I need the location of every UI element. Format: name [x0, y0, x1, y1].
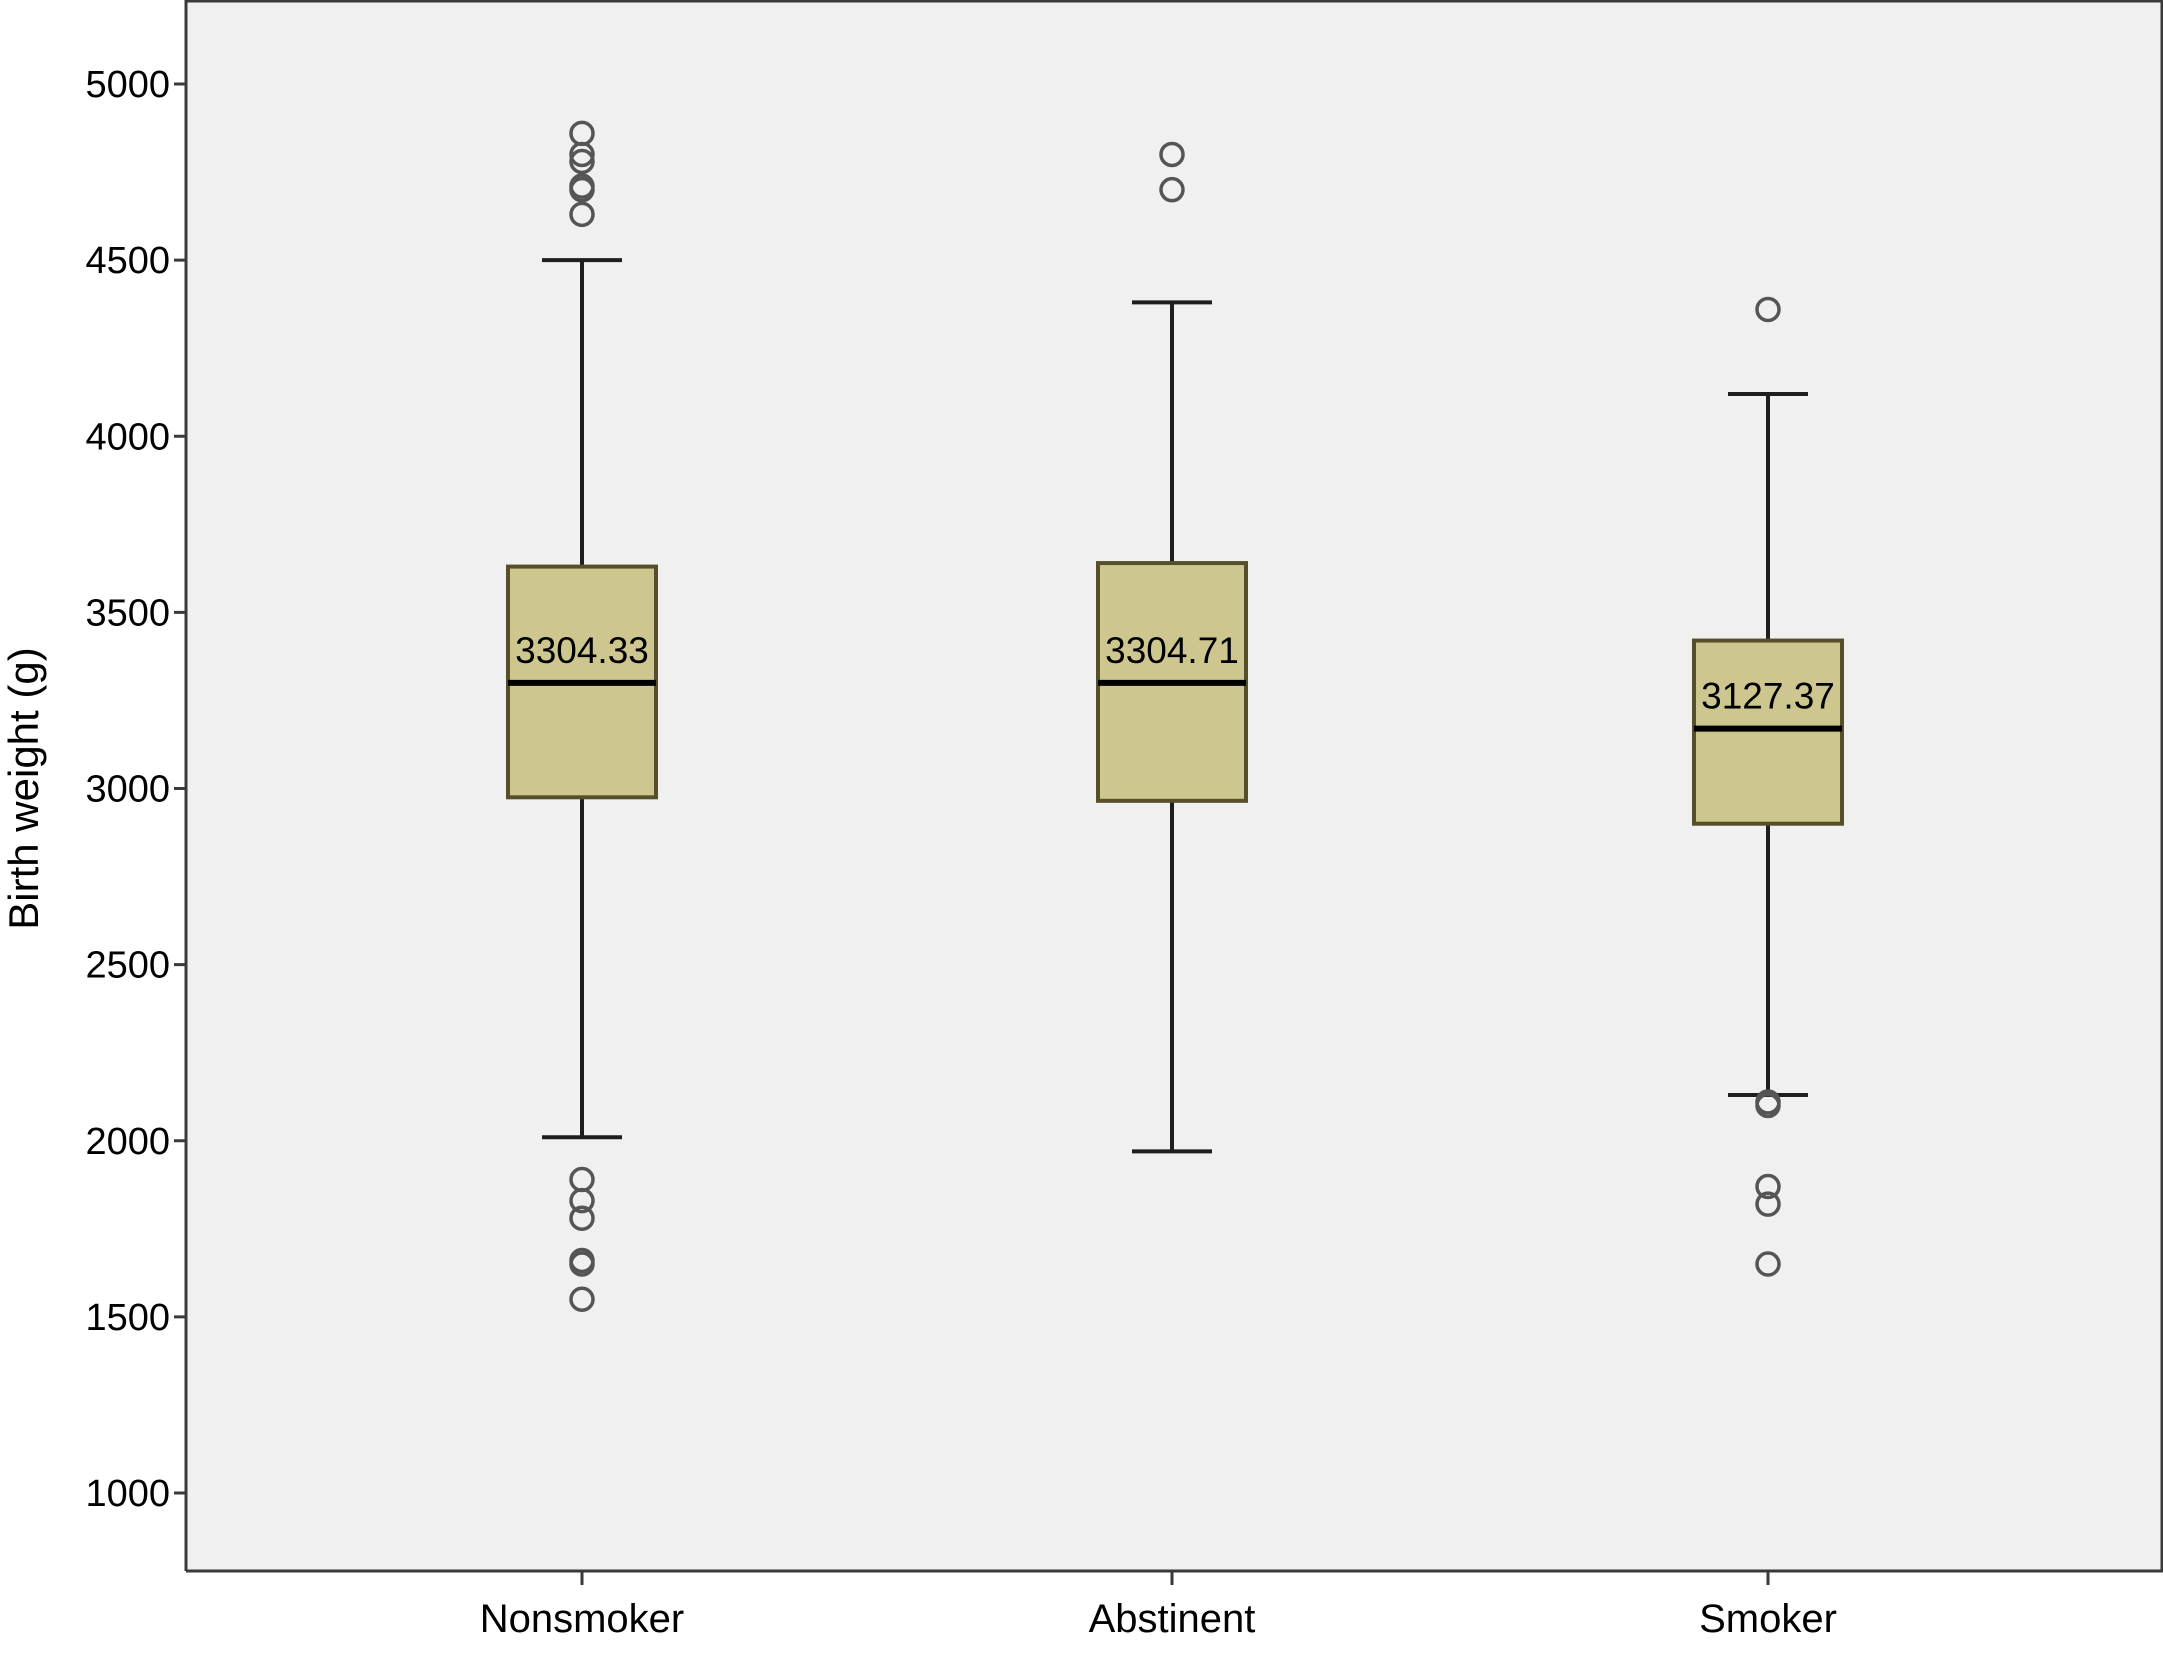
box-series: 3304.33 3304.71 3127.37 [506, 120, 1844, 1313]
outlier-point [1755, 296, 1781, 323]
outlier-point [569, 1286, 595, 1313]
outlier-point [1755, 1251, 1781, 1277]
box-iqr [1692, 638, 1844, 826]
outlier-point [569, 176, 595, 203]
median-value-label: 3127.37 [1701, 676, 1835, 717]
y-tick-label: 4500 [85, 240, 170, 282]
outlier-point [1159, 176, 1185, 203]
box-group: 3304.71 [1096, 141, 1248, 1154]
outlier-point [569, 1187, 595, 1214]
median-value-label: 3304.33 [515, 630, 649, 671]
outlier-point [569, 201, 595, 228]
y-tick-label: 1000 [85, 1473, 170, 1515]
y-axis-title: Birth weight (g) [0, 647, 47, 929]
outlier-point [1755, 1173, 1781, 1200]
outlier-point [569, 141, 595, 168]
outlier-point [569, 1205, 595, 1231]
y-tick-label: 3000 [85, 769, 170, 811]
outlier-point [1755, 1092, 1781, 1119]
box-group: 3304.33 [506, 120, 658, 1313]
outlier-point [1159, 141, 1185, 168]
y-axis: 1000 1500 2000 2500 3000 3500 4000 4500 5000 [85, 64, 186, 1515]
box-group: 3127.37 [1692, 296, 1844, 1277]
x-tick-label: Abstinent [1089, 1597, 1256, 1641]
median-value-label: 3304.71 [1105, 630, 1239, 671]
x-tick-label: Nonsmoker [480, 1597, 685, 1641]
y-tick-label: 2500 [85, 945, 170, 987]
y-tick-label: 1500 [85, 1297, 170, 1339]
x-tick-label: Smoker [1699, 1597, 1837, 1641]
y-tick-label: 5000 [85, 64, 170, 106]
outlier-point [569, 148, 595, 175]
outlier-point [569, 1251, 595, 1277]
x-axis: Nonsmoker Abstinent Smoker [480, 1571, 1837, 1641]
y-tick-label: 2000 [85, 1121, 170, 1163]
y-tick-label: 4000 [85, 416, 170, 458]
y-tick-label: 3500 [85, 592, 170, 634]
outlier-point [1755, 1191, 1781, 1217]
